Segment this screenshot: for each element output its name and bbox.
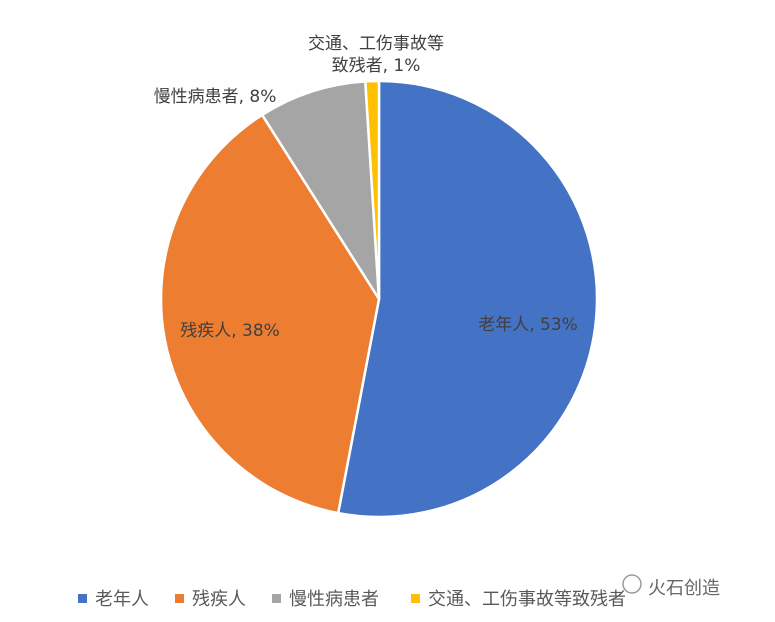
pie-slice (363, 79, 381, 300)
data-label: 残疾人, 38% (180, 321, 280, 341)
data-label: 交通、工伤事故等致残者, 1% (308, 34, 444, 76)
legend-swatch (272, 593, 281, 603)
watermark-icon (622, 574, 642, 594)
data-label: 慢性病患者, 8% (153, 87, 277, 107)
legend-swatch (175, 593, 184, 603)
data-label: 老年人, 53% (478, 315, 578, 335)
pie-slice (260, 80, 381, 300)
legend-item: 残疾人 (175, 585, 246, 611)
pie-slice (336, 79, 599, 519)
legend-label: 交通、工伤事故等致残者 (428, 589, 626, 610)
watermark: 火石创造 (648, 578, 720, 599)
legend-item: 慢性病患者 (272, 585, 379, 611)
legend-swatch (411, 593, 420, 603)
legend-item: 老年人 (78, 585, 149, 611)
legend-swatch (78, 593, 87, 603)
legend-label: 残疾人 (192, 589, 246, 610)
legend-item: 交通、工伤事故等致残者 (411, 585, 626, 611)
legend-label: 老年人 (95, 589, 149, 610)
legend-label: 慢性病患者 (289, 589, 379, 610)
